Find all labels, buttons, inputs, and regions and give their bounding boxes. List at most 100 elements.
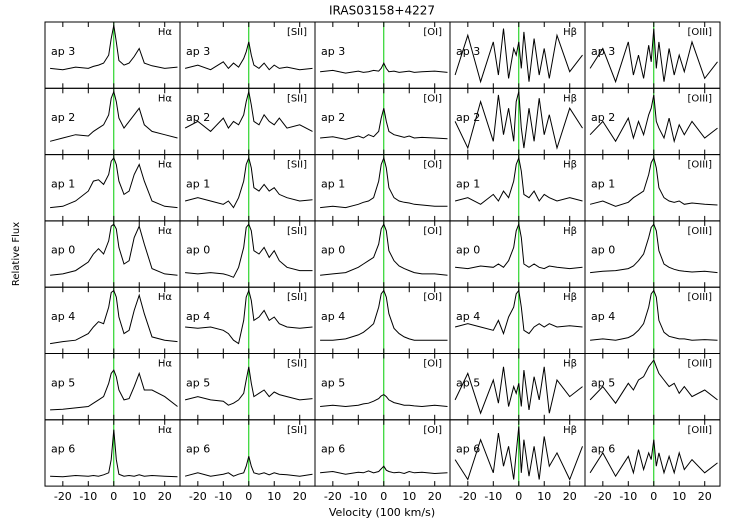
aperture-label: ap 3 [51, 45, 75, 58]
spectrum [589, 28, 718, 84]
aperture-label: ap 0 [591, 244, 615, 257]
aperture-label: ap 0 [51, 244, 75, 257]
x-tick-label: -10 [349, 490, 367, 503]
line-label: [SII] [287, 359, 307, 370]
spectrum [50, 289, 178, 345]
panel-frame [584, 419, 721, 487]
x-tick-label: 10 [267, 490, 281, 503]
spectrum [50, 369, 178, 411]
aperture-label: ap 4 [321, 310, 345, 323]
spectrum [184, 456, 313, 477]
spectrum [50, 25, 178, 71]
aperture-label: ap 3 [186, 45, 210, 58]
line-label: Hβ [563, 292, 577, 303]
x-tick-label: 0 [515, 490, 522, 503]
spectrum [454, 156, 583, 205]
spectrum [454, 289, 583, 336]
x-tick-label: 10 [672, 490, 686, 503]
line-label: Hβ [563, 93, 577, 104]
aperture-label: ap 5 [321, 376, 345, 389]
x-tick-label: -10 [79, 490, 97, 503]
line-label: [OIII] [687, 27, 712, 38]
aperture-label: ap 1 [456, 177, 480, 190]
aperture-label: ap 1 [51, 177, 75, 190]
aperture-label: ap 5 [51, 376, 75, 389]
x-tick-label: 0 [650, 490, 657, 503]
spectrum [185, 223, 313, 278]
aperture-label: ap 3 [321, 45, 345, 58]
aperture-label: ap 0 [321, 244, 345, 257]
line-label: Hβ [563, 359, 577, 370]
line-label: Hβ [563, 425, 577, 436]
aperture-label: ap 3 [456, 45, 480, 58]
line-label: Hβ [563, 27, 577, 38]
aperture-label: ap 5 [456, 376, 480, 389]
line-label: Hα [158, 160, 173, 171]
spectrum [590, 289, 718, 341]
line-label: [SII] [287, 160, 307, 171]
aperture-label: ap 5 [186, 376, 210, 389]
aperture-label: ap 2 [51, 111, 75, 124]
line-label: Hα [158, 292, 173, 303]
line-label: Hα [158, 226, 173, 237]
aperture-label: ap 6 [456, 443, 480, 456]
x-axis-label: Velocity (100 km/s) [329, 506, 435, 519]
x-tick-label: 20 [158, 490, 172, 503]
spectrum [184, 156, 313, 209]
line-label: [OI] [423, 27, 442, 38]
line-label: Hβ [563, 226, 577, 237]
line-label: [OIII] [687, 359, 712, 370]
aperture-label: ap 5 [591, 376, 615, 389]
x-tick-label: -10 [214, 490, 232, 503]
line-label: [SII] [287, 93, 307, 104]
spectrum [184, 41, 313, 71]
spectrum [454, 28, 583, 84]
aperture-label: ap 2 [321, 111, 345, 124]
aperture-label: ap 2 [591, 111, 615, 124]
spectrum [320, 394, 448, 408]
aperture-label: ap 3 [591, 45, 615, 58]
x-tick-label: 10 [132, 490, 146, 503]
spectrum [454, 91, 583, 150]
x-tick-label: 10 [402, 490, 416, 503]
spectrum [590, 223, 718, 274]
spectrum [589, 94, 718, 144]
x-tick-label: -20 [459, 490, 477, 503]
x-tick-label: 20 [698, 490, 712, 503]
x-tick-label: -20 [324, 490, 342, 503]
spectrum [320, 223, 448, 276]
spectrum [50, 429, 178, 478]
aperture-label: ap 6 [321, 443, 345, 456]
line-label: Hβ [563, 160, 577, 171]
spectrum [184, 91, 313, 133]
line-label: [OI] [423, 226, 442, 237]
spectrum [454, 366, 583, 415]
aperture-label: ap 2 [456, 111, 480, 124]
x-tick-label: 10 [537, 490, 551, 503]
line-label: [OIII] [687, 425, 712, 436]
spectrum [454, 426, 583, 481]
line-label: Hα [158, 27, 173, 38]
aperture-label: ap 0 [456, 244, 480, 257]
aperture-label: ap 4 [51, 310, 75, 323]
line-label: [SII] [287, 292, 307, 303]
x-tick-label: 0 [380, 490, 387, 503]
x-tick-label: -20 [594, 490, 612, 503]
spectrum [320, 289, 448, 341]
x-tick-label: 0 [245, 490, 252, 503]
x-tick-label: 0 [110, 490, 117, 503]
aperture-label: ap 4 [591, 310, 615, 323]
spectrum [320, 61, 448, 74]
aperture-label: ap 4 [186, 310, 210, 323]
line-label: [OI] [423, 292, 442, 303]
line-label: [SII] [287, 27, 307, 38]
line-label: Hα [158, 359, 173, 370]
x-tick-label: -20 [54, 490, 72, 503]
aperture-label: ap 1 [186, 177, 210, 190]
aperture-label: ap 2 [186, 111, 210, 124]
spectrum [589, 359, 718, 405]
spectrum [185, 288, 313, 345]
spectrum [320, 156, 448, 209]
x-tick-label: 20 [563, 490, 577, 503]
